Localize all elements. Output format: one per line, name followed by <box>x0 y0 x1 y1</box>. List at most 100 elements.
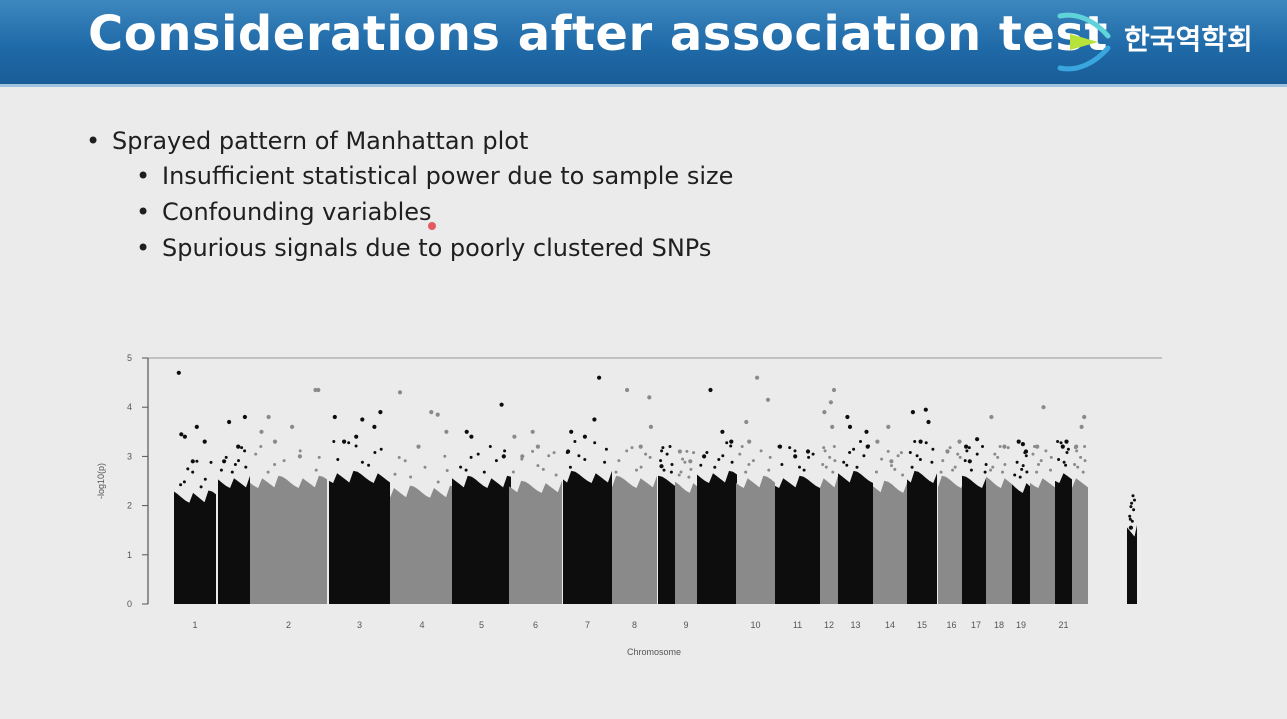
x-tick-label: 7 <box>585 620 590 630</box>
snp-point <box>648 424 654 429</box>
snp-point <box>1065 451 1069 454</box>
x-tick-label: 8 <box>632 620 637 630</box>
y-tick-label: 0 <box>127 599 132 609</box>
snp-point <box>648 455 652 459</box>
snp-point <box>541 467 545 471</box>
snp-point <box>1130 519 1134 523</box>
snp-point <box>890 464 893 468</box>
snp-point <box>298 449 302 453</box>
chromosome-body <box>873 480 907 604</box>
snp-point <box>1020 467 1024 471</box>
snp-point <box>855 465 859 469</box>
sub-bullet-item: Spurious signals due to poorly clustered… <box>84 230 733 266</box>
snp-point <box>459 465 463 469</box>
snp-point <box>967 459 972 464</box>
x-tick-label: 18 <box>994 620 1004 630</box>
snp-point <box>777 445 781 448</box>
snp-point <box>379 447 383 451</box>
x-tick-label: 11 <box>793 620 802 630</box>
snp-point <box>767 468 771 472</box>
x-tick-label: 15 <box>917 620 927 630</box>
snp-point <box>939 470 943 474</box>
data-points <box>176 370 1136 530</box>
snp-point <box>625 387 630 393</box>
chromosome-bodies <box>174 470 1137 604</box>
snp-point <box>687 475 691 479</box>
snp-point <box>354 444 358 448</box>
snp-point <box>824 465 828 469</box>
snp-point <box>845 463 849 467</box>
chromosome-body <box>1055 473 1072 604</box>
x-tick-label: 1 <box>192 620 197 630</box>
snp-point <box>1073 463 1077 466</box>
snp-point <box>705 451 709 454</box>
snp-point <box>708 387 713 393</box>
snp-point <box>195 459 199 463</box>
snp-point <box>989 414 994 420</box>
snp-point <box>332 440 336 443</box>
chromosome-body <box>820 475 838 604</box>
snp-point <box>692 451 696 455</box>
snp-point <box>290 424 295 429</box>
snp-point <box>957 439 962 444</box>
snp-point <box>811 452 815 456</box>
snp-point <box>409 475 413 479</box>
chromosome-body <box>390 485 454 604</box>
snp-point <box>1062 460 1066 464</box>
snp-point <box>859 440 862 443</box>
snp-point <box>965 449 969 453</box>
snp-point <box>759 449 763 453</box>
snp-point <box>554 473 558 477</box>
snp-point <box>1001 470 1004 474</box>
snp-point <box>908 451 912 454</box>
y-tick-label: 1 <box>127 550 132 560</box>
snp-point <box>847 424 853 429</box>
bullet-item: Sprayed pattern of Manhattan plot <box>84 124 733 158</box>
snp-point <box>747 439 752 444</box>
x-tick-label: 19 <box>1016 620 1026 630</box>
snp-point <box>242 414 247 420</box>
snp-point <box>975 437 980 442</box>
snp-point <box>397 390 403 395</box>
chromosome-body <box>218 475 250 604</box>
snp-point <box>1128 517 1132 521</box>
snp-point <box>1128 525 1133 530</box>
snp-point <box>665 452 669 456</box>
snp-point <box>1131 494 1135 498</box>
snp-point <box>744 470 748 474</box>
snp-point <box>993 452 997 456</box>
snp-point <box>259 445 263 448</box>
snp-point <box>179 483 183 487</box>
snp-point <box>237 459 240 463</box>
snp-point <box>910 410 916 415</box>
slide-title: Considerations after association test <box>88 6 1108 62</box>
snp-point <box>953 465 957 469</box>
snp-point <box>625 449 629 453</box>
y-tick-label: 2 <box>127 501 132 511</box>
snp-point <box>182 434 187 439</box>
snp-point <box>951 468 955 472</box>
snp-point <box>373 451 377 454</box>
snp-point <box>469 455 473 459</box>
snp-point <box>573 440 577 443</box>
x-tick-label: 3 <box>357 620 362 630</box>
snp-point <box>547 454 551 458</box>
snp-point <box>512 434 517 439</box>
x-tick-label: 17 <box>971 620 981 630</box>
snp-point <box>429 410 434 415</box>
snp-point <box>464 468 468 472</box>
laser-pointer <box>428 222 436 230</box>
snp-point <box>416 444 421 449</box>
snp-point <box>397 456 401 459</box>
snp-point <box>975 452 979 456</box>
snp-point <box>617 459 621 463</box>
x-tick-label: 9 <box>683 620 688 630</box>
snp-point <box>1132 508 1136 512</box>
x-tick-label: 21 <box>1058 620 1068 630</box>
chromosome-body <box>775 475 820 604</box>
chromosome-body <box>612 475 657 604</box>
snp-point <box>511 470 515 474</box>
snp-point <box>638 444 643 449</box>
snp-point <box>1130 501 1134 505</box>
x-tick-label: 14 <box>885 620 895 630</box>
